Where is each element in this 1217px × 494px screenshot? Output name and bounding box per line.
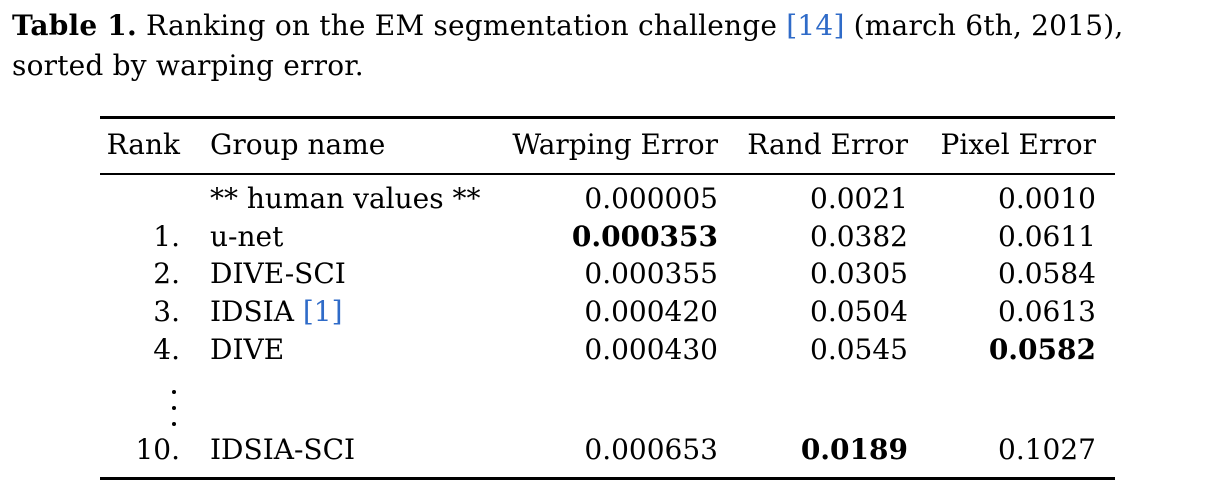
row-1-rank: 1. <box>153 220 180 253</box>
header-pixel-error: Pixel Error <box>940 128 1096 161</box>
row-4-group: DIVE <box>210 333 285 366</box>
row-3-group-cell: IDSIA [1] <box>210 295 343 329</box>
caption-text-1: Ranking on the EM segmentation challenge <box>136 9 787 42</box>
table-bottom-rule <box>100 477 1115 480</box>
row-5-group: IDSIA-SCI <box>210 433 356 466</box>
caption-label: Table 1. <box>12 9 137 42</box>
row-3-pixel: 0.0613 <box>998 295 1096 328</box>
row-5-pixel: 0.1027 <box>998 433 1096 466</box>
row-2-rand: 0.0305 <box>810 257 908 290</box>
row-1-warping-best: 0.000353 <box>571 220 718 253</box>
header-rank: Rank <box>106 128 180 161</box>
row-1-rand: 0.0382 <box>810 220 908 253</box>
row-4-warping: 0.000430 <box>584 333 718 366</box>
row-1-pixel: 0.0611 <box>998 220 1096 253</box>
row-3-group: IDSIA <box>210 295 303 328</box>
header-group-name: Group name <box>210 128 386 161</box>
row-4-rand: 0.0545 <box>810 333 908 366</box>
row-2-pixel: 0.0584 <box>998 257 1096 290</box>
row-4-rank: 4. <box>153 333 180 366</box>
row-0-pixel: 0.0010 <box>998 182 1096 215</box>
row-3-rand: 0.0504 <box>810 295 908 328</box>
row-0-rand: 0.0021 <box>810 182 908 215</box>
row-0-warping: 0.000005 <box>584 182 718 215</box>
table-caption: Table 1. Ranking on the EM segmentation … <box>12 6 1212 86</box>
table-header-rule <box>100 173 1115 175</box>
row-0-group: ** human values ** <box>210 182 481 215</box>
row-3-rank: 3. <box>153 295 180 328</box>
row-1-group: u-net <box>210 220 284 253</box>
row-3-citation-link[interactable]: [1] <box>302 295 343 328</box>
vertical-ellipsis-icon <box>168 388 180 428</box>
caption-text-2: (march 6th, 2015), sorted by warping err… <box>12 9 1124 82</box>
header-warping-error: Warping Error <box>512 128 718 161</box>
row-5-warping: 0.000653 <box>584 433 718 466</box>
caption-citation-link[interactable]: [14] <box>786 9 845 42</box>
header-rand-error: Rand Error <box>747 128 908 161</box>
row-2-group: DIVE-SCI <box>210 257 346 290</box>
row-3-warping: 0.000420 <box>584 295 718 328</box>
row-5-rank: 10. <box>135 433 180 466</box>
row-5-rand-best: 0.0189 <box>800 433 908 466</box>
row-2-warping: 0.000355 <box>584 257 718 290</box>
row-4-pixel-best: 0.0582 <box>988 333 1096 366</box>
table-top-rule <box>100 116 1115 119</box>
row-2-rank: 2. <box>153 257 180 290</box>
